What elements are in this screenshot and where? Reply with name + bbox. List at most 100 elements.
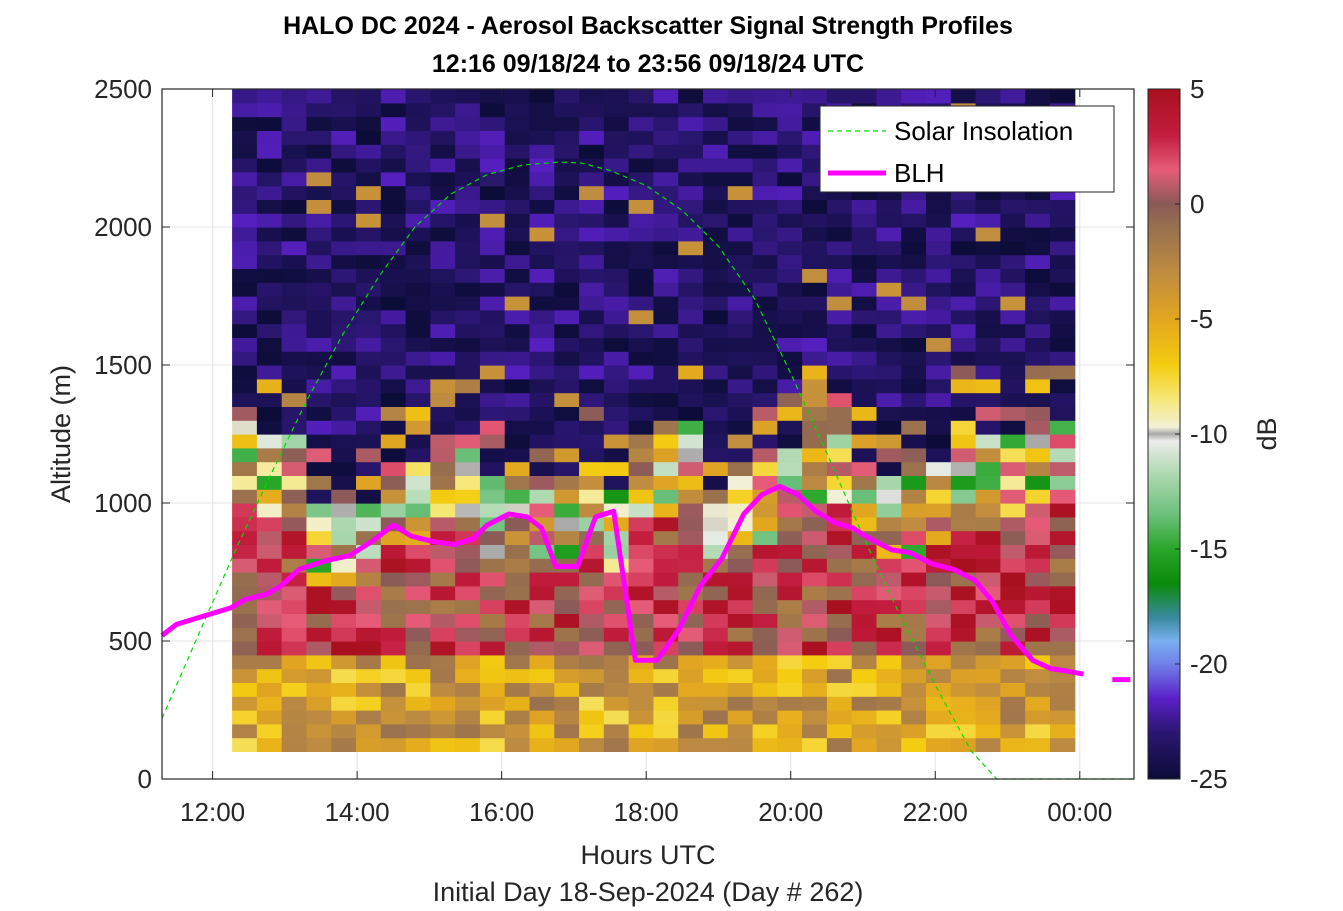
heatmap-cell <box>232 668 258 683</box>
heatmap-cell <box>876 89 902 104</box>
heatmap-cell <box>1000 282 1026 297</box>
heatmap-cell <box>653 392 679 407</box>
heatmap-cell <box>752 116 778 131</box>
heatmap-cell <box>356 240 382 256</box>
heatmap-cell <box>1025 475 1051 490</box>
heatmap-cell <box>975 282 1001 297</box>
heatmap-cell <box>504 654 531 670</box>
heatmap-cell <box>950 282 977 297</box>
heatmap-cell <box>306 406 332 421</box>
heatmap-cell <box>405 723 431 739</box>
heatmap-cell <box>975 434 1001 449</box>
heatmap-cell <box>405 654 431 670</box>
heatmap-cell <box>702 130 729 145</box>
heatmap-cell <box>281 116 308 131</box>
heatmap-cell <box>455 627 481 642</box>
heatmap-cell <box>950 406 977 421</box>
heatmap-cell <box>826 544 853 559</box>
heatmap-cell <box>975 475 1001 490</box>
heatmap-cell <box>430 516 456 532</box>
heatmap-cell <box>455 158 481 173</box>
heatmap-cell <box>826 682 853 697</box>
heatmap-cell <box>851 406 878 421</box>
heatmap-cell <box>653 737 679 752</box>
heatmap-cell <box>653 89 679 104</box>
heatmap-cell <box>430 323 456 338</box>
heatmap-cell <box>331 558 357 573</box>
heatmap-cell <box>529 516 555 532</box>
heatmap-cell <box>331 516 357 532</box>
heatmap-cell <box>504 323 531 338</box>
heatmap-cell <box>529 682 555 697</box>
heatmap-cell <box>727 213 754 228</box>
heatmap-cell <box>1025 337 1051 352</box>
heatmap-cell <box>975 516 1001 532</box>
heatmap-cell <box>702 434 729 449</box>
heatmap-cell <box>975 710 1001 725</box>
heatmap-cell <box>1049 337 1076 352</box>
heatmap-cell <box>727 682 754 697</box>
heatmap-cell <box>430 213 456 228</box>
heatmap-cell <box>331 130 357 145</box>
heatmap-cell <box>455 503 481 518</box>
heatmap-cell <box>356 282 382 297</box>
heatmap-cell <box>926 641 952 656</box>
heatmap-cell <box>430 171 456 187</box>
heatmap-cell <box>380 351 407 366</box>
heatmap-cell <box>1000 240 1026 256</box>
backscatter-heatmap <box>232 89 1076 752</box>
heatmap-cell <box>752 682 778 697</box>
heatmap-cell <box>554 627 580 642</box>
heatmap-cell <box>802 516 828 532</box>
heatmap-cell <box>554 296 580 311</box>
heatmap-cell <box>405 475 431 490</box>
heatmap-cell <box>306 102 332 118</box>
heatmap-cell <box>678 116 704 131</box>
heatmap-cell <box>281 710 308 725</box>
heatmap-cell <box>232 144 258 159</box>
heatmap-cell <box>802 268 828 283</box>
heatmap-cell <box>678 558 704 573</box>
heatmap-cell <box>554 392 580 407</box>
heatmap-cell <box>628 171 655 187</box>
heatmap-cell <box>851 503 878 518</box>
heatmap-cell <box>752 323 778 338</box>
heatmap-cell <box>405 323 431 338</box>
heatmap-cell <box>678 530 704 545</box>
heatmap-cell <box>579 654 605 670</box>
heatmap-cell <box>777 434 803 449</box>
heatmap-cell <box>752 378 778 394</box>
heatmap-cell <box>256 696 283 711</box>
heatmap-cell <box>331 710 357 725</box>
heatmap-cell <box>256 158 283 173</box>
heatmap-cell <box>950 641 977 656</box>
y-tick-label: 0 <box>138 764 152 794</box>
heatmap-cell <box>777 682 803 697</box>
heatmap-cell <box>554 503 580 518</box>
heatmap-cell <box>802 585 828 601</box>
heatmap-cell <box>628 723 655 739</box>
heatmap-cell <box>455 378 481 394</box>
heatmap-cell <box>331 185 357 200</box>
heatmap-cell <box>603 351 630 366</box>
heatmap-cell <box>1049 696 1076 711</box>
heatmap-cell <box>504 530 531 545</box>
heatmap-cell <box>356 558 382 573</box>
heatmap-cell <box>752 447 778 463</box>
heatmap-cell <box>653 296 679 311</box>
heatmap-cell <box>306 171 332 187</box>
heatmap-cell <box>603 696 630 711</box>
heatmap-cell <box>232 723 258 739</box>
heatmap-cell <box>1025 516 1051 532</box>
heatmap-cell <box>628 572 655 587</box>
heatmap-cell <box>950 599 977 614</box>
heatmap-cell <box>727 351 754 366</box>
heatmap-cell <box>256 171 283 187</box>
heatmap-cell <box>256 282 283 297</box>
heatmap-cell <box>851 309 878 325</box>
heatmap-cell <box>851 710 878 725</box>
heatmap-cell <box>504 420 531 435</box>
heatmap-cell <box>1025 682 1051 697</box>
heatmap-cell <box>826 461 853 476</box>
heatmap-cell <box>727 89 754 104</box>
